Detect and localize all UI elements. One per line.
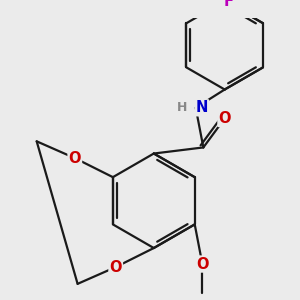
Text: O: O [218, 111, 231, 126]
Text: O: O [68, 151, 81, 166]
Text: H: H [177, 101, 187, 114]
Text: N: N [196, 100, 208, 115]
Text: O: O [196, 256, 208, 272]
Text: F: F [224, 0, 233, 9]
Text: O: O [110, 260, 122, 274]
